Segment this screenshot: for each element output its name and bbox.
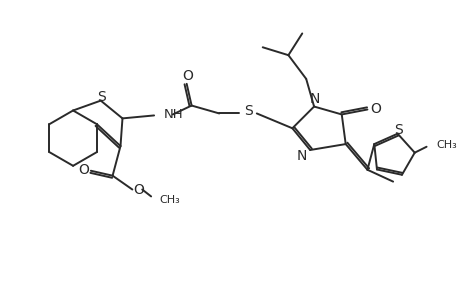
Text: S: S: [97, 90, 106, 104]
Text: O: O: [78, 163, 89, 177]
Text: S: S: [244, 104, 253, 118]
Text: CH₃: CH₃: [159, 195, 179, 206]
Text: NH: NH: [163, 108, 183, 121]
Text: S: S: [393, 123, 402, 137]
Text: CH₃: CH₃: [436, 140, 456, 150]
Text: N: N: [297, 149, 307, 163]
Text: O: O: [133, 182, 143, 197]
Text: O: O: [182, 69, 193, 83]
Text: O: O: [369, 101, 380, 116]
Text: N: N: [309, 92, 319, 106]
